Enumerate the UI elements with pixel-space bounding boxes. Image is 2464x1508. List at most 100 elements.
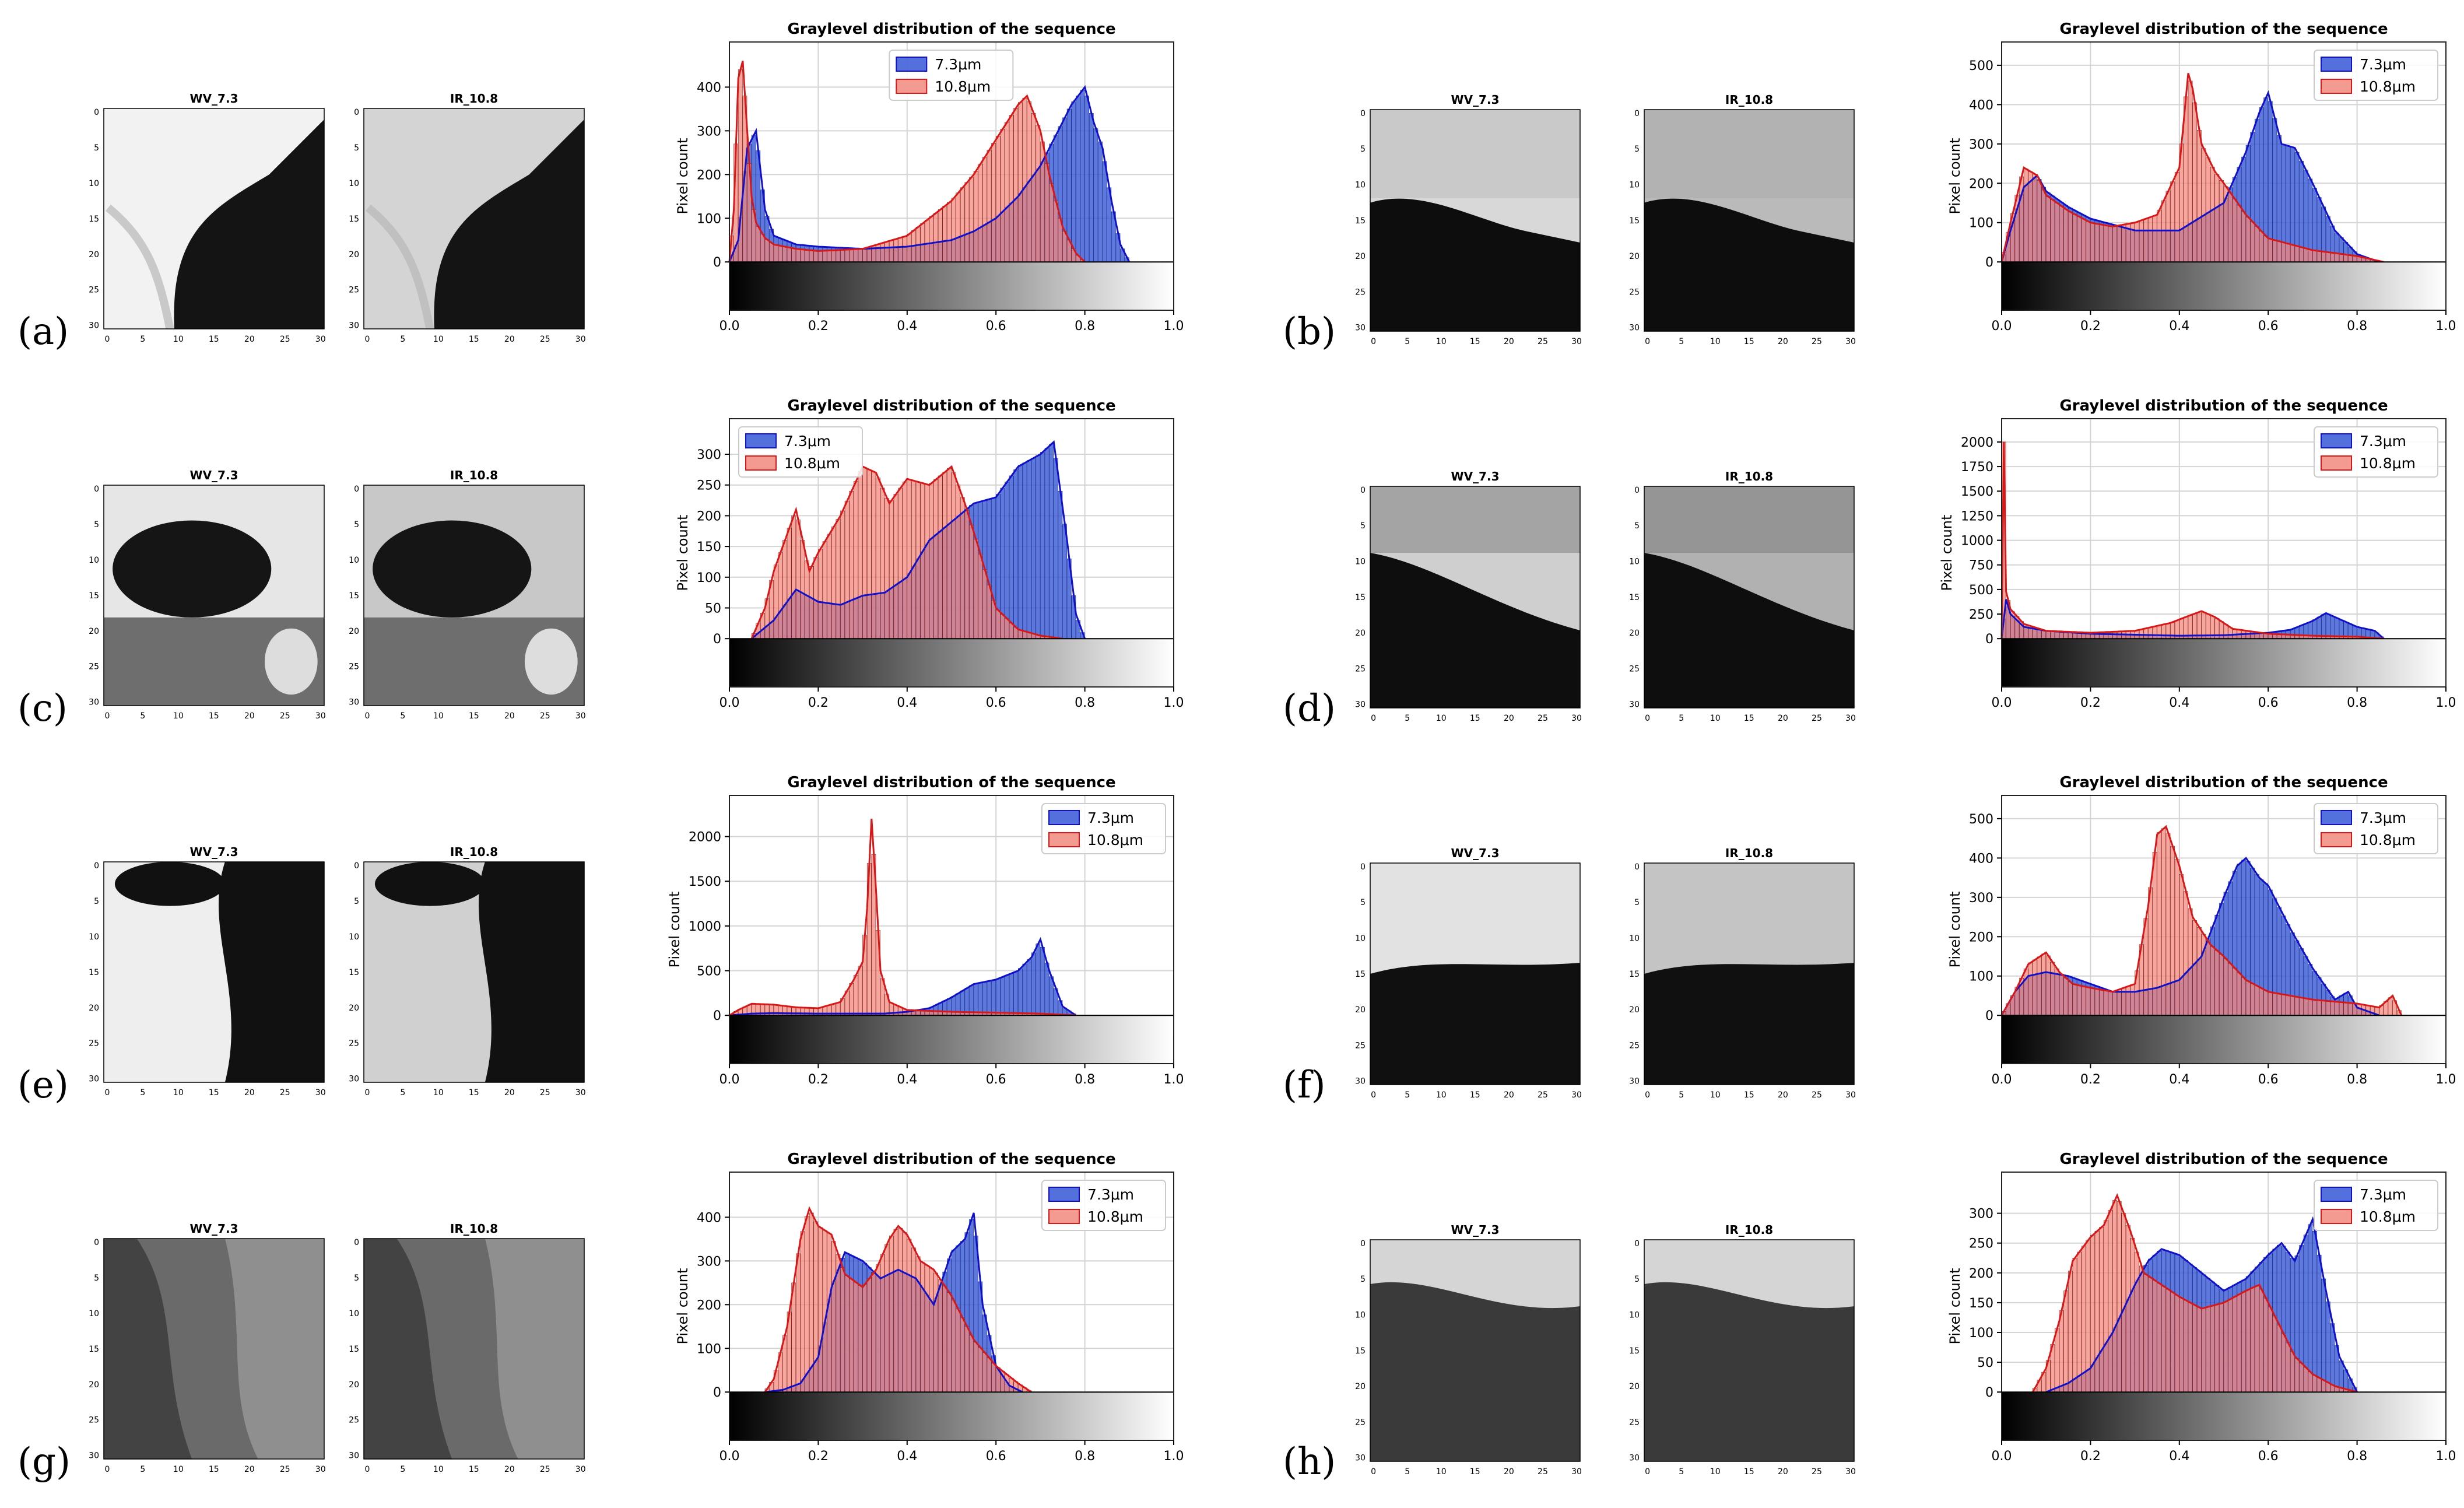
bar-10p8 xyxy=(2210,946,2215,1016)
x-tick-label: 0.2 xyxy=(2080,1449,2101,1464)
x-tick-label: 0.4 xyxy=(2169,696,2189,710)
bar-10p8 xyxy=(893,1229,898,1393)
bar-10p8 xyxy=(2059,206,2064,262)
bar-10p8 xyxy=(2161,828,2166,1016)
series-line-10p8 xyxy=(2000,72,2384,263)
bar-10p8 xyxy=(933,1272,938,1393)
bar-10p8 xyxy=(2192,920,2198,1016)
bar-7p3 xyxy=(1013,469,1019,639)
bar-10p8 xyxy=(2259,231,2264,262)
panel-g: (g)WV_7.3005510101515202025253030IR_10.8… xyxy=(17,1151,1184,1484)
bar-10p8 xyxy=(2325,1001,2330,1016)
bar-10p8 xyxy=(2290,244,2295,262)
bar-10p8 xyxy=(2045,955,2051,1016)
panel-label: (a) xyxy=(17,310,69,353)
haze xyxy=(1370,486,1580,553)
thumb-y-tick: 15 xyxy=(349,968,359,977)
y-axis-label: Pixel count xyxy=(1947,892,1963,968)
thumb-x-tick: 5 xyxy=(1405,714,1410,723)
bar-10p8 xyxy=(1000,129,1005,262)
legend: 7.3μm 10.8μm xyxy=(2314,803,2438,854)
histogram-bars xyxy=(729,854,1076,1016)
bar-10p8 xyxy=(844,249,850,262)
thumb-x-tick: 10 xyxy=(1436,714,1447,723)
thumb-y-tick: 0 xyxy=(354,1238,359,1247)
legend-swatch xyxy=(1048,1187,1080,1202)
bar-10p8 xyxy=(2343,254,2349,262)
image-frame xyxy=(1644,109,1855,332)
panel-e: (e)WV_7.3005510101515202025253030IR_10.8… xyxy=(17,774,1184,1107)
legend-swatch xyxy=(2321,79,2352,94)
bar-10p8 xyxy=(973,539,978,639)
bar-10p8 xyxy=(2170,1292,2175,1393)
legend: 7.3μm 10.8μm xyxy=(1041,803,1166,854)
thumb-y-tick: 15 xyxy=(1355,216,1366,226)
y-tick-label: 100 xyxy=(697,212,721,226)
bar-10p8 xyxy=(938,209,943,262)
satellite-image xyxy=(364,1239,584,1459)
bar-10p8 xyxy=(782,540,787,639)
bar-10p8 xyxy=(2033,959,2037,1016)
bar-10p8 xyxy=(1053,200,1058,262)
bar-10p8 xyxy=(2210,166,2215,262)
bar-10p8 xyxy=(862,1284,868,1393)
thumbnail-ir108: IR_10.8 0 0 5 5 10 10 15 15 20 20 25 25 30 30 xyxy=(349,92,585,344)
bar-10p8 xyxy=(2255,1285,2259,1393)
bar-10p8 xyxy=(2281,1334,2286,1393)
y-tick-label: 50 xyxy=(1977,1356,1993,1370)
bar-10p8 xyxy=(2272,993,2277,1016)
bar-10p8 xyxy=(2308,1372,2313,1393)
bar-10p8 xyxy=(818,549,823,639)
thumb-x-tick: 5 xyxy=(1405,337,1410,346)
x-tick-label: 0.2 xyxy=(808,696,829,710)
x-tick-label: 0.4 xyxy=(2169,1072,2189,1087)
legend-swatch xyxy=(2321,832,2352,847)
thumbnail-title: WV_7.3 xyxy=(190,845,238,859)
thumb-y-tick: 20 xyxy=(1355,1005,1366,1015)
bar-10p8 xyxy=(831,250,836,262)
bar-10p8 xyxy=(2148,217,2153,262)
bar-10p8 xyxy=(2028,962,2033,1016)
thumbnail-wv73: WV_7.3 0 0 5 5 10 10 15 15 20 20 25 25 30 30 xyxy=(89,468,325,721)
thumb-y-tick: 25 xyxy=(1355,287,1366,297)
y-tick-label: 300 xyxy=(697,124,721,139)
bar-10p8 xyxy=(2108,632,2113,639)
bar-10p8 xyxy=(2184,891,2188,1016)
y-tick-label: 250 xyxy=(1969,1237,1993,1251)
bar-10p8 xyxy=(2099,1227,2104,1393)
bar-10p8 xyxy=(995,136,1001,262)
bar-10p8 xyxy=(805,1216,809,1393)
x-tick-label: 0.0 xyxy=(1992,319,2012,334)
bar-10p8 xyxy=(2250,222,2255,262)
thumb-y-tick: 15 xyxy=(1629,593,1640,602)
thumb-y-tick: 20 xyxy=(1629,629,1640,638)
x-tick-label: 0.4 xyxy=(897,1449,917,1464)
legend-swatch xyxy=(896,79,928,94)
bar-10p8 xyxy=(2148,627,2153,639)
bar-10p8 xyxy=(902,236,907,262)
thumb-x-tick: 0 xyxy=(1645,1467,1650,1477)
bar-10p8 xyxy=(822,541,827,639)
thumb-y-tick: 5 xyxy=(94,897,99,906)
graylevel-colorbar xyxy=(2002,1015,2446,1064)
thumb-x-tick: 25 xyxy=(540,1088,550,1097)
thumb-y-tick: 25 xyxy=(89,662,99,672)
bar-10p8 xyxy=(987,584,992,639)
bar-10p8 xyxy=(2232,198,2237,262)
bar-10p8 xyxy=(947,202,952,262)
thumb-x-tick: 15 xyxy=(209,335,219,344)
x-tick-label: 0.4 xyxy=(897,1072,917,1087)
x-tick-label: 1.0 xyxy=(1164,1072,1184,1087)
cloud-region xyxy=(434,119,584,329)
thumb-x-tick: 0 xyxy=(104,335,110,344)
bar-10p8 xyxy=(2201,148,2206,262)
bar-10p8 xyxy=(827,1233,832,1393)
bar-10p8 xyxy=(800,540,805,639)
graylevel-colorbar xyxy=(729,262,1174,310)
bar-7p3 xyxy=(1040,452,1045,639)
y-tick-label: 500 xyxy=(1969,583,1993,598)
bar-10p8 xyxy=(787,247,792,262)
bar-10p8 xyxy=(800,249,805,262)
bar-7p3 xyxy=(1040,947,1045,1016)
thumbnail-title: IR_10.8 xyxy=(450,845,498,859)
